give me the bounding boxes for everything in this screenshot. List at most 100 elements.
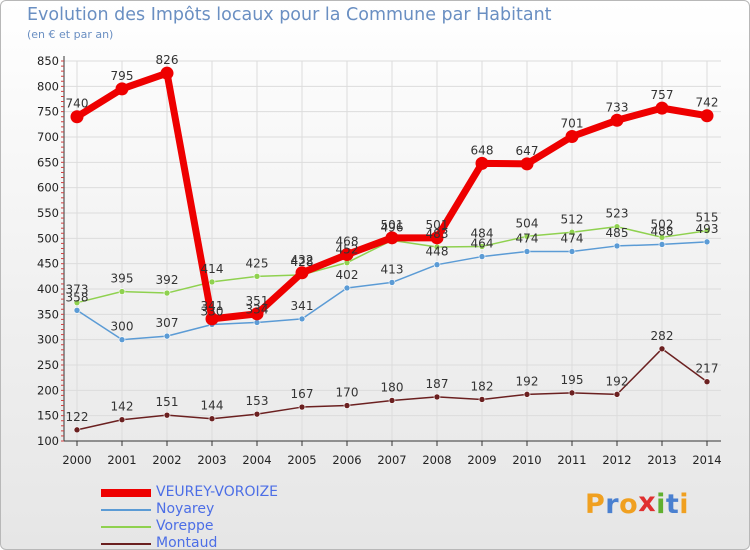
data-label-montaud: 153	[246, 394, 269, 408]
data-label-voreppe: 395	[111, 272, 134, 286]
data-label-montaud: 195	[561, 373, 584, 387]
x-tick-label: 2008	[422, 453, 451, 467]
data-label-noyarey: 334	[246, 302, 269, 316]
data-label-montaud: 187	[426, 377, 449, 391]
data-label-noyarey: 341	[291, 299, 314, 313]
y-tick-label: 700	[37, 130, 59, 144]
x-tick-label: 2000	[62, 453, 91, 467]
data-point-montaud	[523, 391, 531, 398]
data-label-veurey-voroize: 826	[156, 53, 179, 67]
data-label-montaud: 167	[291, 387, 314, 401]
data-label-montaud: 180	[381, 380, 404, 394]
x-tick-label: 2012	[602, 453, 631, 467]
data-point-veurey-voroize	[205, 312, 219, 326]
x-tick-label: 2001	[107, 453, 136, 467]
data-point-noyarey	[388, 279, 396, 286]
data-point-veurey-voroize	[565, 129, 579, 143]
data-label-noyarey: 358	[66, 290, 89, 304]
data-point-veurey-voroize	[160, 66, 174, 80]
data-label-voreppe: 496	[381, 220, 404, 234]
data-label-voreppe: 523	[606, 207, 629, 221]
data-label-noyarey: 330	[201, 304, 224, 318]
y-tick-label: 400	[37, 282, 59, 296]
data-point-montaud	[388, 397, 396, 404]
data-label-voreppe: 373	[66, 283, 89, 297]
legend-label: Noyarey	[156, 501, 215, 517]
data-point-noyarey	[343, 284, 351, 292]
legend-label: Voreppe	[156, 518, 214, 534]
data-label-montaud: 151	[156, 395, 179, 409]
x-tick-label: 2010	[512, 453, 541, 467]
x-tick-label: 2007	[377, 453, 406, 467]
legend-swatch	[101, 525, 151, 528]
data-point-veurey-voroize	[700, 109, 714, 123]
data-labels: 740 795 826 341 351 432 468 501 501 648 647 701 733 7…	[66, 53, 719, 424]
data-point-veurey-voroize	[115, 82, 129, 96]
data-label-noyarey: 300	[111, 320, 134, 334]
data-point-veurey-voroize	[295, 266, 309, 280]
data-point-noyarey	[613, 242, 621, 250]
data-point-montaud	[208, 415, 216, 423]
data-label-veurey-voroize: 501	[381, 218, 404, 232]
data-label-voreppe: 504	[516, 216, 539, 230]
data-label-voreppe: 452	[336, 243, 359, 257]
data-point-montaud	[253, 410, 261, 418]
data-point-montaud	[163, 411, 171, 419]
data-label-montaud: 192	[516, 374, 539, 388]
x-tick-label: 2005	[287, 453, 316, 467]
data-label-voreppe: 392	[156, 273, 179, 287]
data-point-noyarey	[433, 261, 441, 268]
data-label-noyarey: 307	[156, 316, 179, 330]
data-label-veurey-voroize: 501	[426, 218, 449, 232]
legend-item-montaud: Montaud	[101, 535, 381, 549]
data-point-noyarey	[703, 238, 711, 246]
data-point-veurey-voroize	[610, 113, 624, 127]
data-point-veurey-voroize	[340, 248, 354, 262]
data-point-voreppe	[118, 288, 126, 295]
data-label-montaud: 170	[336, 386, 359, 400]
data-label-veurey-voroize: 701	[561, 116, 584, 130]
data-point-noyarey	[118, 336, 126, 343]
series-lines	[70, 66, 714, 434]
data-point-voreppe	[208, 278, 216, 286]
data-label-voreppe: 502	[651, 217, 674, 231]
data-label-veurey-voroize: 740	[66, 97, 89, 111]
data-label-veurey-voroize: 795	[111, 69, 134, 83]
y-tick-label: 300	[37, 333, 59, 347]
data-point-voreppe	[523, 233, 531, 240]
data-label-noyarey: 413	[381, 262, 404, 276]
data-label-veurey-voroize: 733	[606, 100, 629, 114]
data-point-montaud	[298, 403, 306, 411]
data-point-voreppe	[163, 289, 171, 297]
data-label-veurey-voroize: 742	[696, 96, 719, 110]
data-point-montaud	[433, 393, 441, 401]
data-label-montaud: 142	[111, 400, 134, 414]
data-label-veurey-voroize: 647	[516, 144, 539, 158]
data-label-montaud: 144	[201, 399, 224, 413]
data-label-montaud: 192	[606, 374, 629, 388]
y-tick-label: 850	[37, 54, 59, 68]
data-label-veurey-voroize: 468	[336, 235, 359, 249]
legend-item-voreppe: Voreppe	[101, 518, 381, 535]
y-tick-label: 350	[37, 307, 59, 321]
data-point-voreppe	[613, 223, 621, 230]
data-label-noyarey: 493	[696, 222, 719, 236]
data-point-veurey-voroize	[520, 157, 534, 171]
data-point-voreppe	[478, 243, 486, 250]
gridlines	[64, 60, 721, 442]
legend: VEUREY-VOROIZE Noyarey Voreppe Montaud	[101, 484, 381, 549]
data-label-voreppe: 428	[291, 255, 314, 269]
y-tick-label: 100	[37, 434, 59, 448]
x-tick-label: 2009	[467, 453, 496, 467]
data-label-voreppe: 484	[471, 226, 494, 240]
data-label-veurey-voroize: 351	[246, 294, 269, 308]
data-point-noyarey	[658, 241, 666, 248]
data-point-montaud	[478, 396, 486, 403]
data-point-voreppe	[568, 228, 576, 236]
proxiti-logo: Proxiti	[585, 487, 690, 520]
data-label-voreppe: 515	[696, 211, 719, 225]
data-point-noyarey	[298, 315, 306, 323]
data-point-montaud	[703, 378, 711, 386]
data-label-montaud: 182	[471, 379, 494, 393]
data-point-veurey-voroize	[430, 231, 444, 245]
